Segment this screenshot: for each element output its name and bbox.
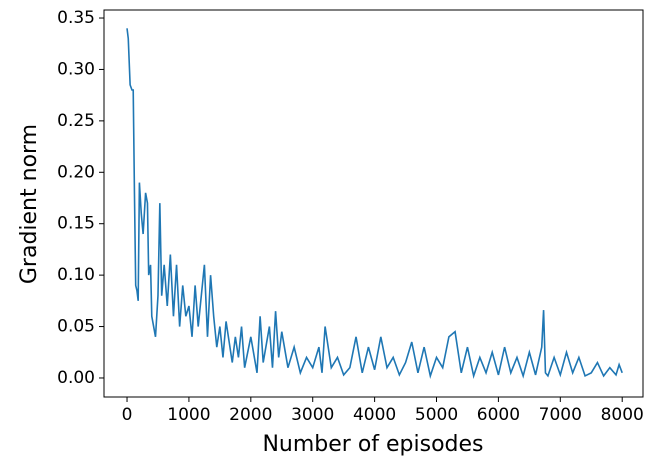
x-tick-label: 1000	[167, 405, 210, 425]
x-tick-label: 0	[122, 405, 133, 425]
line	[126, 28, 623, 379]
y-tick-label: 0.30	[57, 59, 95, 79]
x-tick-label: 2000	[229, 405, 272, 425]
y-tick-label: 0.10	[57, 265, 95, 285]
y-tick-label: 0.00	[57, 368, 95, 388]
y-tick-label: 0.15	[57, 214, 95, 234]
x-tick-label: 7000	[539, 405, 582, 425]
y-tick-label: 0.25	[57, 111, 95, 131]
x-axis-label: Number of episodes	[262, 432, 483, 457]
y-tick-label: 0.35	[57, 8, 95, 28]
x-tick-label: 5000	[415, 405, 458, 425]
y-tick-label: 0.20	[57, 162, 95, 182]
x-tick-label: 8000	[601, 405, 644, 425]
y-tick-label: 0.05	[57, 317, 95, 337]
plot-frame	[103, 9, 644, 398]
x-tick-label: 3000	[291, 405, 334, 425]
x-tick-label: 6000	[477, 405, 520, 425]
x-tick-label: 4000	[353, 405, 396, 425]
y-axis-label: Gradient norm	[17, 124, 42, 284]
